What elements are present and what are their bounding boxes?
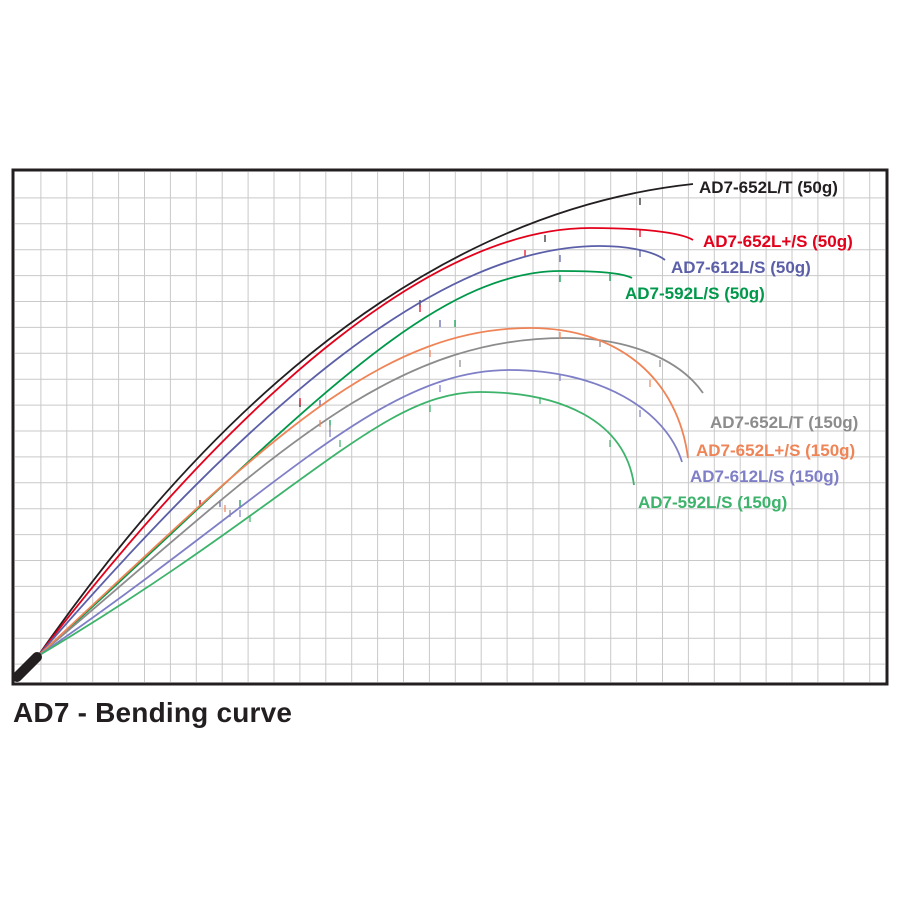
series-curve <box>37 270 633 657</box>
series-curve <box>37 391 635 657</box>
series-label: AD7-612L/S (150g) <box>690 467 839 486</box>
series-label: AD7-652L+/S (150g) <box>696 441 855 460</box>
series-curve <box>37 245 666 657</box>
chart-title: AD7 - Bending curve <box>13 697 293 728</box>
series-label: AD7-652L/T (50g) <box>699 178 838 197</box>
chart-frame <box>11 168 889 686</box>
series-curve <box>37 327 689 657</box>
series-label: AD7-652L/T (150g) <box>710 413 858 432</box>
series-label: AD7-592L/S (150g) <box>638 493 787 512</box>
series-curve <box>37 183 694 657</box>
series-label: AD7-612L/S (50g) <box>671 258 811 277</box>
series-curve <box>37 227 694 657</box>
chart-curves <box>37 183 704 657</box>
series-curve <box>37 337 704 657</box>
series-curve <box>37 369 683 657</box>
rod-handle <box>12 652 42 682</box>
series-label: AD7-652L+/S (50g) <box>703 232 853 251</box>
series-label: AD7-592L/S (50g) <box>625 284 765 303</box>
chart-labels: AD7-652L/T (50g) AD7-652L+/S (50g) AD7-612… <box>625 178 858 512</box>
